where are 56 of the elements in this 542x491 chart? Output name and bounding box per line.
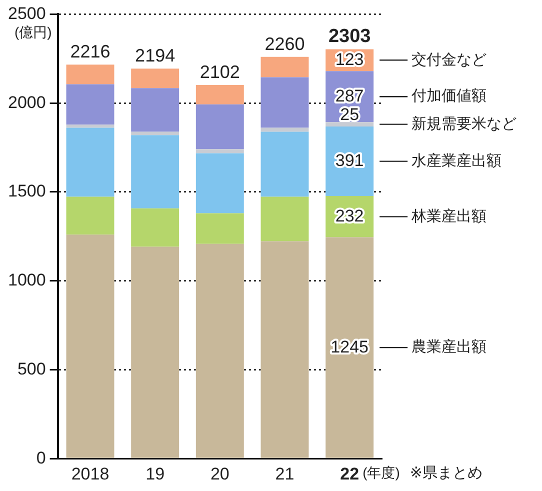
bar — [66, 124, 114, 128]
text: 新規需要米など — [412, 115, 517, 132]
bar — [196, 104, 244, 150]
bar — [66, 128, 114, 197]
x-tick-label: 2018 — [71, 464, 110, 484]
bar — [326, 122, 374, 127]
bar — [131, 88, 180, 132]
text: 水産業産出額 — [412, 152, 502, 170]
y-tick-label: 0 — [36, 448, 46, 468]
bar — [260, 56, 309, 78]
text: 交付金など — [412, 51, 487, 68]
x-tick-label: 21 — [275, 464, 294, 484]
text: 林業産出額 — [410, 208, 487, 225]
data-label: 287 — [335, 86, 364, 106]
data-label: 232 — [335, 206, 364, 226]
x-tick-label: 22 — [340, 464, 360, 484]
bar — [260, 132, 309, 197]
x-axis-title: (年度) — [362, 464, 400, 480]
bar — [66, 196, 114, 235]
bar — [131, 246, 180, 458]
text: 農業産出額 — [412, 338, 487, 356]
y-tick-label: 1000 — [8, 270, 46, 290]
bar — [131, 132, 180, 136]
bar — [260, 196, 309, 242]
total-label: 2194 — [135, 46, 176, 66]
bar — [196, 244, 244, 458]
total-label: 2216 — [70, 42, 110, 62]
text: ※県まとめ — [410, 464, 482, 482]
bar — [131, 68, 180, 88]
bar — [326, 237, 374, 458]
bar — [196, 213, 244, 244]
text: 付加価値額 — [410, 88, 487, 105]
y-tick-label: 2500 — [8, 4, 46, 23]
y-tick-label: 500 — [17, 359, 46, 378]
bar — [66, 84, 114, 125]
bar — [260, 77, 309, 128]
data-label: 25 — [340, 105, 360, 124]
x-tick-label: 19 — [146, 464, 165, 484]
total-label: 2303 — [328, 26, 371, 47]
data-label: 123 — [335, 50, 364, 69]
data-label: 391 — [335, 150, 364, 170]
bar — [260, 241, 309, 458]
bar — [131, 135, 180, 208]
y-tick-label: 1500 — [8, 182, 46, 201]
bar — [66, 64, 114, 84]
bar — [196, 153, 244, 214]
y-tick-label: 2000 — [8, 92, 46, 112]
bar — [196, 149, 244, 154]
x-tick-label: 20 — [210, 464, 230, 484]
total-label: 2260 — [264, 34, 305, 54]
y-axis-title: (億円) — [14, 24, 52, 40]
bar — [196, 84, 244, 104]
bar — [131, 208, 180, 247]
bar — [66, 234, 114, 458]
data-label: 1245 — [330, 337, 368, 356]
total-label: 2102 — [200, 62, 240, 82]
